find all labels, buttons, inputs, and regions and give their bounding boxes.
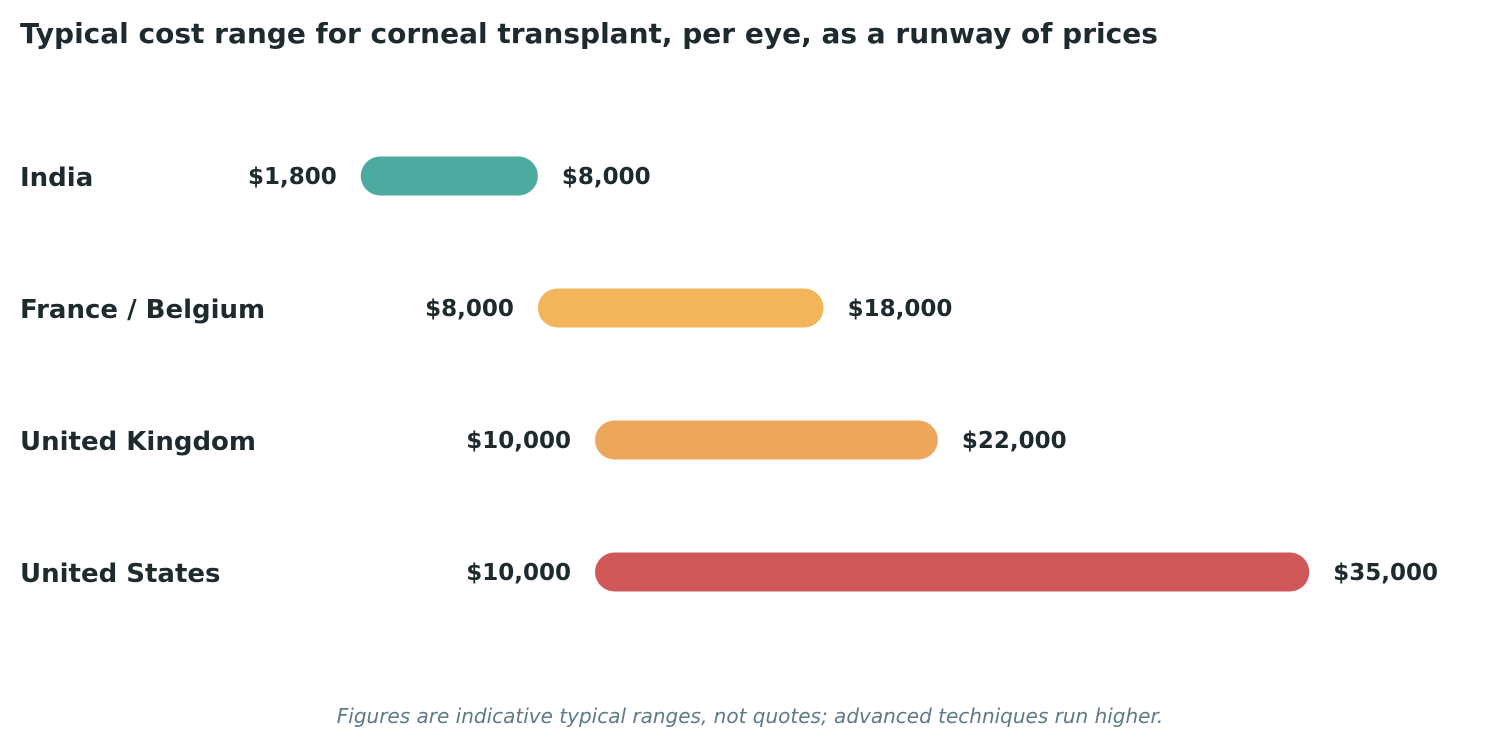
high-value-label-united-kingdom: $22,000 — [962, 428, 1067, 454]
low-value-label-united-kingdom: $10,000 — [466, 428, 571, 454]
range-bar-united-kingdom — [595, 420, 938, 460]
range-bar-france-belgium — [537, 288, 824, 328]
chart-title: Typical cost range for corneal transplan… — [20, 17, 1158, 50]
high-value-label-united-states: $35,000 — [1333, 560, 1438, 586]
low-value-label-france-belgium: $8,000 — [425, 296, 514, 322]
chart-footnote: Figures are indicative typical ranges, n… — [337, 704, 1163, 728]
high-value-label-india: $8,000 — [562, 164, 651, 190]
chart-rows: India $1,800 $8,000 France / Belgium $8,000 $… — [20, 156, 1438, 592]
high-value-label-france-belgium: $18,000 — [848, 296, 953, 322]
row-united-states: United States $10,000 $35,000 — [20, 552, 1438, 592]
range-bar-united-states — [595, 552, 1310, 592]
category-label-united-kingdom: United Kingdom — [20, 427, 256, 457]
category-label-france-belgium: France / Belgium — [20, 295, 265, 325]
low-value-label-india: $1,800 — [248, 164, 337, 190]
row-india: India $1,800 $8,000 — [20, 156, 651, 196]
low-value-label-united-states: $10,000 — [466, 560, 571, 586]
row-france-belgium: France / Belgium $8,000 $18,000 — [20, 288, 953, 328]
category-label-united-states: United States — [20, 559, 221, 589]
row-united-kingdom: United Kingdom $10,000 $22,000 — [20, 420, 1067, 460]
range-bar-india — [360, 156, 538, 196]
category-label-india: India — [20, 163, 93, 193]
